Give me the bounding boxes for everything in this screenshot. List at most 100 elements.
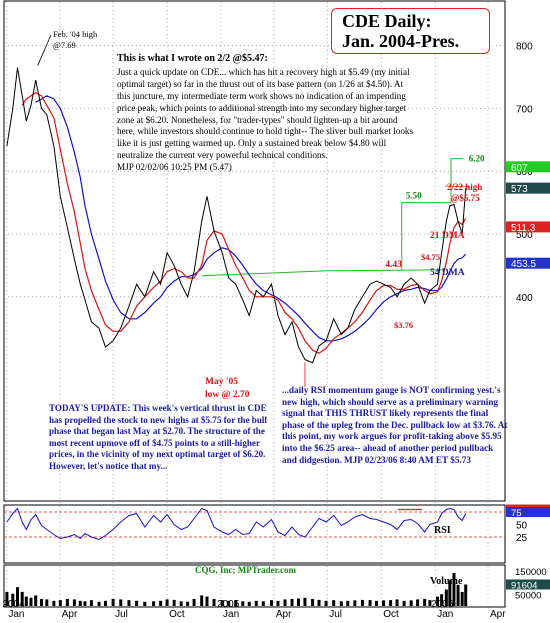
price-tag: 511.3: [506, 221, 550, 234]
volume-bar: [72, 599, 76, 606]
volume-bar: [324, 600, 328, 606]
volume-bar: [409, 600, 413, 606]
x-tick-label-month: Oct: [169, 609, 185, 619]
volume-bar: [83, 601, 87, 606]
volume-bar: [40, 598, 44, 606]
price-tag-label: 511.3: [511, 223, 536, 234]
volume-bar: [247, 601, 251, 606]
volume-bar: [464, 584, 468, 606]
volume-bar: [212, 598, 216, 606]
volume-bar: [440, 594, 444, 606]
volume-bar: [24, 596, 28, 606]
y-tick-label-price: 600: [516, 167, 533, 178]
volume-bar: [159, 600, 163, 606]
annotation-may05-low: May '05: [205, 377, 238, 387]
y-tick-label-volume: 150000: [515, 567, 547, 578]
volume-panel-frame: [3, 564, 506, 608]
volume-bar: [20, 591, 24, 606]
volume-bar: [456, 584, 460, 606]
volume-bar: [89, 600, 93, 606]
volume-bar: [311, 598, 315, 606]
volume-bar: [460, 591, 464, 606]
price-tag-label: 453.5: [511, 259, 536, 270]
volume-bar: [200, 595, 204, 606]
price-tag: 607: [506, 161, 550, 174]
price-tag-box: [506, 221, 550, 233]
target-level-line: [401, 158, 464, 270]
y-tick-label-rsi: 25: [516, 533, 528, 544]
price-tag: 573: [506, 182, 550, 195]
commentary-feb2-body: Just a quick update on CDE... which has …: [117, 66, 414, 161]
rsi-tag-label: 75: [511, 508, 522, 519]
x-tick-label-year: 2004: [2, 599, 25, 610]
x-tick-label-month: Jan: [223, 609, 239, 619]
volume-bar: [78, 600, 82, 606]
volume-bar: [220, 600, 224, 606]
y-tick-label-price: 700: [516, 104, 533, 115]
price-tag-box: [506, 182, 550, 194]
volume-bar: [11, 593, 15, 606]
x-tick-label-month: Apr: [62, 609, 78, 619]
volume-bar: [346, 600, 350, 606]
volume-bar: [205, 596, 209, 606]
volume-bar: [45, 599, 49, 606]
volume-bar: [290, 598, 294, 606]
source-credit: CQG, Inc; MPTrader.com: [195, 565, 296, 575]
price-tag-box: [506, 161, 550, 173]
chart-title-line-2: Jan. 2004-Pres.: [342, 31, 460, 51]
commentary-feb2: This is what I wrote on 2/2 @$5.47: Just…: [117, 53, 417, 174]
volume-bar: [382, 600, 386, 606]
volume-bar: [261, 601, 265, 606]
volume-bar: [241, 601, 245, 606]
annotation-ma21-label: 21 DMA: [430, 231, 465, 241]
ma21-line: [21, 92, 467, 354]
chart-title-line-1: CDE Daily:: [342, 11, 432, 31]
annotation-feb04-high: Feb. '04 high: [53, 29, 98, 39]
volume-bar: [317, 599, 321, 606]
volume-bar: [339, 601, 343, 606]
annotation-ma54-label: 54 DMA: [430, 268, 465, 278]
volume-bar: [254, 600, 258, 606]
commentary-feb2-signature: MJP 02/02/06 10:25 PM (5.47): [117, 162, 232, 173]
volume-bar: [97, 601, 101, 606]
x-tick-label-month: Oct: [383, 609, 399, 619]
annotation-level-475: $4.75: [421, 252, 440, 262]
volume-bar: [234, 600, 238, 606]
volume-bar: [15, 587, 19, 606]
volume-bar: [186, 601, 190, 606]
volume-bar: [395, 599, 399, 606]
volume-bar: [416, 599, 420, 606]
rsi-tag: 75: [506, 507, 550, 519]
rsi-panel-frame: [3, 504, 506, 564]
price-line: [6, 67, 467, 364]
y-tick-label-price: 800: [516, 42, 533, 53]
volume-bar: [172, 599, 176, 606]
volume-bar: [227, 600, 231, 606]
x-tick-label-year: 2005: [217, 599, 240, 610]
volume-bar: [135, 600, 139, 606]
y-tick-label-price: 500: [516, 230, 533, 241]
x-tick-label-year: 2006: [431, 599, 454, 610]
rsi-tag-box: [506, 507, 550, 517]
annotation-may05-value: low @ 2.70: [205, 390, 250, 400]
x-tick-label-month: Jan: [437, 609, 453, 619]
volume-bar: [375, 600, 379, 606]
rsi-line: [6, 507, 467, 541]
volume-bar: [452, 573, 456, 606]
chart-title-box: CDE Daily: Jan. 2004-Pres.: [331, 8, 490, 54]
volume-bar: [192, 598, 196, 606]
volume-bar: [332, 600, 336, 606]
volume-bar: [402, 600, 406, 606]
volume-bar: [111, 598, 115, 606]
y-tick-label-rsi: 50: [516, 521, 528, 532]
volume-bar: [52, 600, 56, 606]
volume-bar: [127, 600, 131, 606]
x-tick-label-month: Jul: [329, 609, 342, 619]
volume-bar: [152, 601, 156, 606]
price-tag-label: 573: [511, 184, 528, 195]
price-tag: 453.5: [506, 257, 550, 270]
price-panel-frame: [3, 0, 506, 502]
commentary-feb2-header: This is what I wrote on 2/2 @$5.47:: [117, 53, 268, 64]
